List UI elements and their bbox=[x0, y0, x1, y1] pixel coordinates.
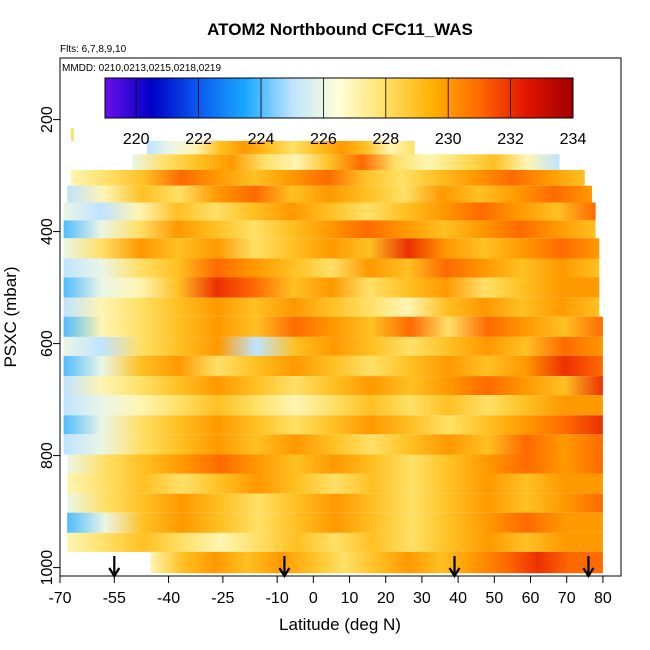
x-tick-label: 60 bbox=[522, 590, 540, 607]
heatmap-band bbox=[150, 551, 603, 574]
heatmap-band bbox=[67, 493, 603, 513]
heatmap-band bbox=[63, 336, 603, 356]
colorbar: 220 222 224 226 228 230 232 234 bbox=[104, 77, 587, 148]
heatmap-band bbox=[63, 238, 600, 259]
colorbar-tick-label: 228 bbox=[372, 131, 399, 148]
x-tick-label: -10 bbox=[266, 590, 289, 607]
heatmap-bands bbox=[63, 128, 603, 574]
x-tick-label: 0 bbox=[309, 590, 318, 607]
heatmap-band bbox=[63, 258, 600, 278]
x-tick-label: -25 bbox=[211, 590, 234, 607]
heatmap-band bbox=[67, 454, 603, 474]
heatmap-band bbox=[132, 154, 560, 170]
colorbar-tick-label: 220 bbox=[123, 131, 150, 148]
x-axis: -70 -55 -40 -25 -10 0 10 20 30 40 50 60 70 80 bbox=[48, 576, 612, 607]
heatmap-band bbox=[70, 128, 74, 141]
dates-note: MMDD: 0210,0213,0215,0218,0219 bbox=[62, 63, 221, 74]
heatmap-band bbox=[70, 170, 585, 186]
heatmap-band bbox=[63, 434, 603, 455]
x-tick-label: 50 bbox=[485, 590, 503, 607]
heatmap-band bbox=[63, 220, 596, 239]
colorbar-tick-label: 222 bbox=[185, 131, 212, 148]
x-axis-label: Latitude (deg N) bbox=[279, 615, 401, 634]
heatmap-band bbox=[67, 473, 603, 494]
heatmap-band bbox=[67, 185, 592, 203]
heatmap-band bbox=[146, 140, 415, 155]
y-tick-label: 400 bbox=[39, 218, 56, 245]
colorbar-tick-label: 226 bbox=[310, 131, 337, 148]
colorbar-gradient bbox=[104, 77, 574, 119]
y-axis-label: PSXC (mbar) bbox=[1, 266, 20, 367]
y-tick-label: 1000 bbox=[39, 550, 56, 586]
x-tick-label: -55 bbox=[103, 590, 126, 607]
y-tick-label: 200 bbox=[39, 106, 56, 133]
heatmap-band bbox=[63, 202, 596, 221]
colorbar-tick-label: 232 bbox=[497, 131, 524, 148]
heatmap-band bbox=[63, 415, 603, 435]
plot-frame bbox=[59, 57, 622, 577]
colorbar-tick-label: 224 bbox=[248, 131, 275, 148]
colorbar-tick-label: 234 bbox=[560, 131, 587, 148]
x-tick-label: 30 bbox=[413, 590, 431, 607]
heatmap-band bbox=[67, 512, 603, 533]
chart-title: ATOM2 Northbound CFC11_WAS bbox=[207, 20, 473, 39]
x-tick-label: 20 bbox=[377, 590, 395, 607]
x-tick-label: 80 bbox=[594, 590, 612, 607]
y-tick-label: 600 bbox=[39, 330, 56, 357]
colorbar-tick-label: 230 bbox=[435, 131, 462, 148]
x-tick-label: 10 bbox=[341, 590, 359, 607]
heatmap-band bbox=[63, 297, 600, 317]
y-axis: 200 400 600 800 1000 bbox=[39, 106, 60, 585]
x-tick-label: -70 bbox=[48, 590, 71, 607]
heatmap-band bbox=[63, 277, 600, 298]
x-tick-label: 70 bbox=[558, 590, 576, 607]
y-tick-label: 800 bbox=[39, 442, 56, 469]
heatmap-band bbox=[63, 376, 603, 396]
flights-note: Flts: 6,7,8,9,10 bbox=[60, 44, 127, 55]
heatmap-band bbox=[67, 532, 603, 552]
heatmap-band bbox=[63, 316, 603, 337]
x-tick-label: -40 bbox=[157, 590, 180, 607]
heatmap-band bbox=[63, 395, 603, 416]
x-tick-label: 40 bbox=[449, 590, 467, 607]
heatmap-band bbox=[63, 355, 603, 377]
profile-marker bbox=[108, 556, 121, 579]
